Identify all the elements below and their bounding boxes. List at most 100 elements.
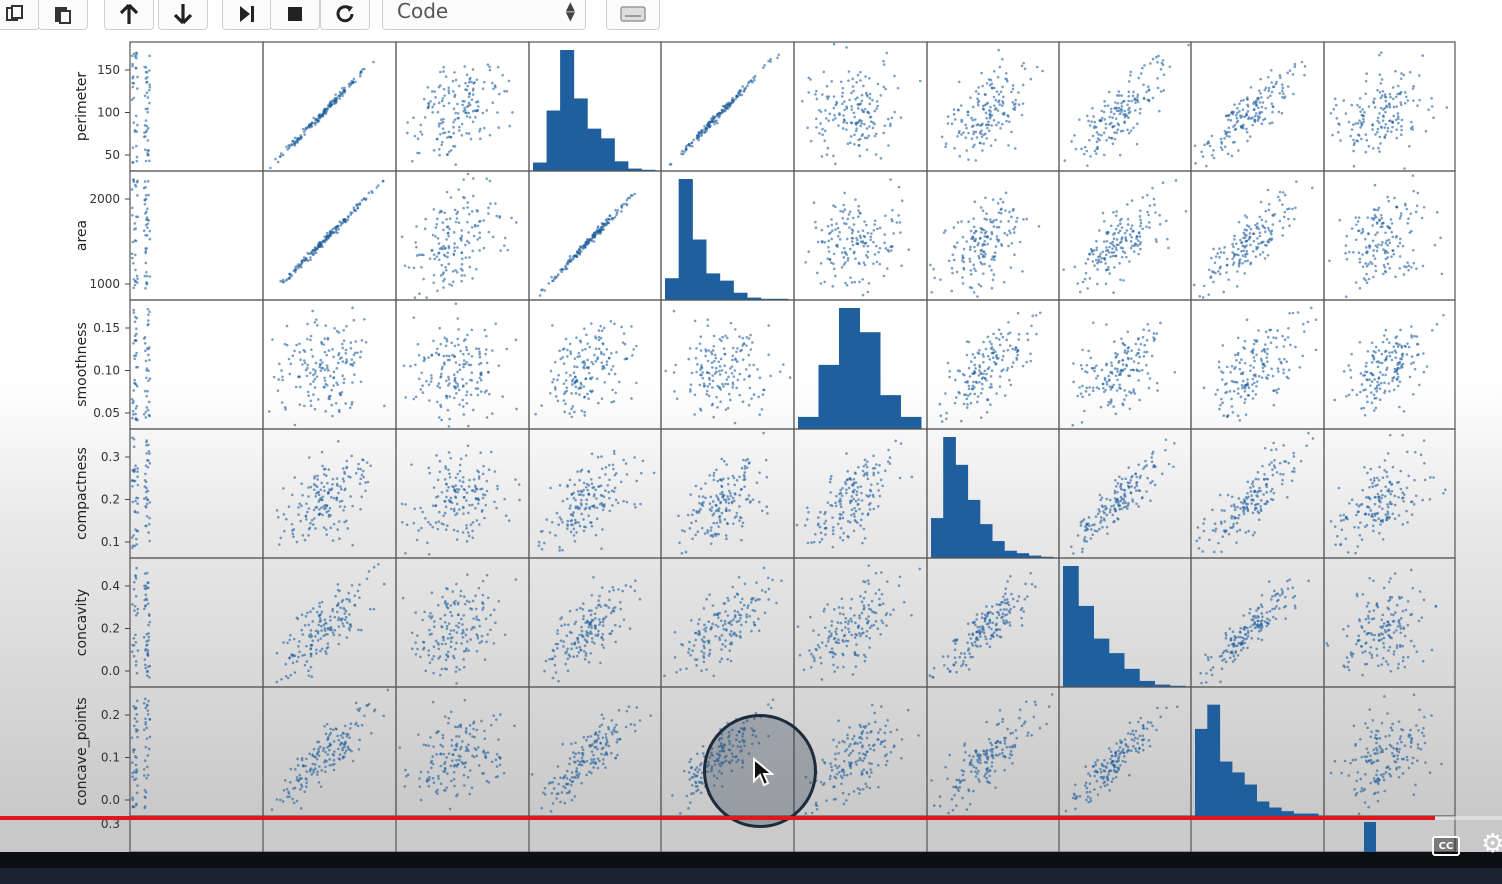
scatter-point [1410, 335, 1413, 339]
scatter-point [955, 241, 959, 244]
scatter-point [467, 95, 471, 99]
scatter-point [501, 395, 504, 398]
scatter-point [1104, 122, 1108, 126]
scatter-point [1246, 139, 1249, 143]
scatter-point [315, 324, 319, 327]
scatter-point [281, 378, 284, 382]
scatter-point [814, 117, 818, 121]
scatter-point [1395, 377, 1399, 381]
scatter-point [1258, 234, 1262, 238]
scatter-point [579, 340, 583, 344]
move-up-button[interactable] [104, 0, 154, 30]
scatter-point [849, 135, 853, 138]
scatter-point [609, 320, 613, 323]
scatter-point [960, 133, 963, 136]
move-down-button[interactable] [158, 0, 208, 30]
scatter-point [447, 451, 451, 454]
scatter-point [514, 221, 518, 224]
scatter-point [479, 127, 482, 131]
copy-cell-button[interactable] [0, 0, 40, 30]
scatter-point [135, 215, 138, 218]
scatter-point [1201, 296, 1205, 299]
scatter-point [1395, 370, 1398, 374]
scatter-point [427, 466, 431, 470]
scatter-point [1109, 241, 1112, 245]
scatter-point [471, 249, 475, 253]
scatter-point [1105, 380, 1108, 384]
scatter-point [989, 383, 993, 386]
scatter-point [1104, 126, 1108, 130]
scatter-point [350, 454, 353, 458]
scatter-point [966, 113, 970, 117]
paste-cell-button[interactable] [38, 0, 88, 30]
scatter-point [732, 522, 735, 525]
scatter-point [1212, 156, 1216, 160]
scatter-point [1367, 105, 1371, 108]
scatter-point [313, 475, 317, 478]
scatter-point [579, 246, 583, 249]
scatter-point [1145, 363, 1148, 367]
scatter-point [319, 363, 322, 366]
scatter-point [407, 266, 411, 269]
scatter-point [303, 538, 307, 542]
scatter-point [958, 130, 961, 133]
scatter-point [1132, 90, 1135, 94]
scatter-point [729, 321, 733, 325]
scatter-point [1119, 240, 1123, 243]
scatter-point [1253, 381, 1256, 385]
scatter-point [456, 246, 459, 249]
scatter-point [854, 122, 857, 125]
scatter-point [324, 108, 327, 112]
scatter-point [447, 262, 450, 266]
scatter-point [875, 244, 878, 248]
scatter-point [447, 89, 450, 93]
scatter-point [680, 529, 684, 532]
scatter-point [1103, 104, 1107, 108]
scatter-point [1260, 218, 1264, 222]
scatter-point [511, 111, 514, 114]
scatter-point [1126, 128, 1129, 132]
run-cell-button[interactable] [222, 0, 272, 30]
scatter-point [965, 126, 968, 130]
scatter-point [1125, 229, 1129, 232]
scatter-point [570, 379, 574, 383]
scatter-point [1396, 112, 1400, 115]
scatter-point [1251, 383, 1254, 386]
scatter-point [859, 124, 863, 128]
scatter-point [147, 369, 150, 373]
scatter-point [477, 475, 481, 478]
scatter-point [834, 205, 837, 209]
scatter-point [723, 352, 727, 356]
scatter-point [713, 122, 716, 126]
restart-kernel-button[interactable] [320, 0, 370, 30]
scatter-point [1108, 245, 1111, 249]
scatter-point [144, 119, 148, 122]
scatter-point [1360, 137, 1363, 141]
scatter-point [452, 90, 455, 93]
scatter-point [344, 351, 348, 355]
scatter-point [477, 502, 480, 505]
scatter-point [1263, 350, 1267, 354]
scatter-point [840, 95, 844, 98]
scatter-point [284, 408, 287, 411]
scatter-point [982, 250, 985, 253]
scatter-point [1225, 263, 1229, 267]
scatter-point [466, 333, 469, 337]
scatter-point [727, 477, 730, 480]
scatter-point [1231, 242, 1234, 246]
scatter-point [858, 154, 862, 158]
scatter-point [143, 497, 146, 500]
scatter-point [558, 516, 562, 519]
stop-kernel-button[interactable] [270, 0, 320, 30]
scatter-point [424, 217, 427, 221]
scatter-point [972, 291, 976, 294]
cell-type-select[interactable]: Code ▲ ▼ [382, 0, 586, 30]
scatter-point [444, 379, 448, 383]
scatter-point [953, 147, 956, 150]
scatter-point [755, 481, 759, 484]
scatter-point [714, 366, 718, 370]
command-palette-button[interactable] [606, 0, 660, 30]
scatter-point [431, 105, 434, 109]
scatter-point [1394, 356, 1398, 359]
scatter-point [1359, 372, 1363, 375]
